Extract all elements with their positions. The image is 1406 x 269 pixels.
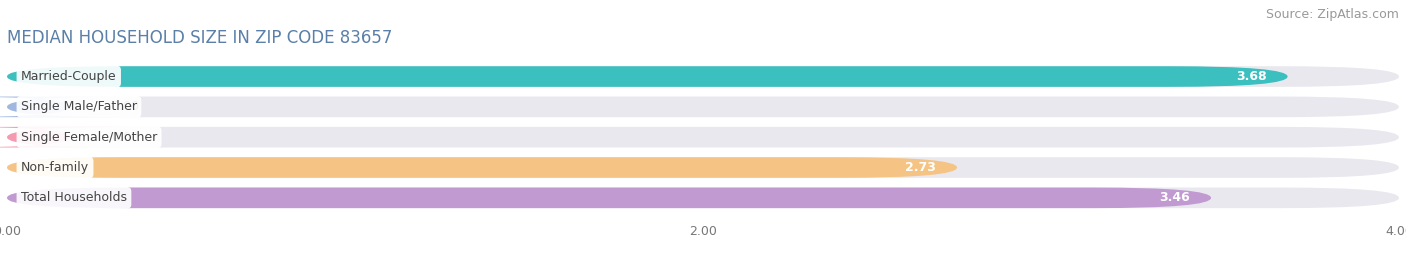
Text: Total Households: Total Households xyxy=(21,191,127,204)
Text: Single Female/Mother: Single Female/Mother xyxy=(21,131,157,144)
FancyBboxPatch shape xyxy=(7,127,1399,147)
Text: 2.73: 2.73 xyxy=(905,161,936,174)
Text: 0.00: 0.00 xyxy=(111,100,139,113)
FancyBboxPatch shape xyxy=(7,66,1288,87)
Text: 3.68: 3.68 xyxy=(1236,70,1267,83)
Text: 3.46: 3.46 xyxy=(1160,191,1191,204)
FancyBboxPatch shape xyxy=(7,157,957,178)
Text: Non-family: Non-family xyxy=(21,161,89,174)
Text: MEDIAN HOUSEHOLD SIZE IN ZIP CODE 83657: MEDIAN HOUSEHOLD SIZE IN ZIP CODE 83657 xyxy=(7,29,392,47)
Text: 0.00: 0.00 xyxy=(111,131,139,144)
FancyBboxPatch shape xyxy=(7,66,1399,87)
FancyBboxPatch shape xyxy=(7,187,1211,208)
Text: Married-Couple: Married-Couple xyxy=(21,70,117,83)
Text: Single Male/Father: Single Male/Father xyxy=(21,100,136,113)
FancyBboxPatch shape xyxy=(7,157,1399,178)
FancyBboxPatch shape xyxy=(7,97,1399,117)
Text: Source: ZipAtlas.com: Source: ZipAtlas.com xyxy=(1265,8,1399,21)
FancyBboxPatch shape xyxy=(0,127,125,147)
FancyBboxPatch shape xyxy=(0,97,125,117)
FancyBboxPatch shape xyxy=(7,187,1399,208)
